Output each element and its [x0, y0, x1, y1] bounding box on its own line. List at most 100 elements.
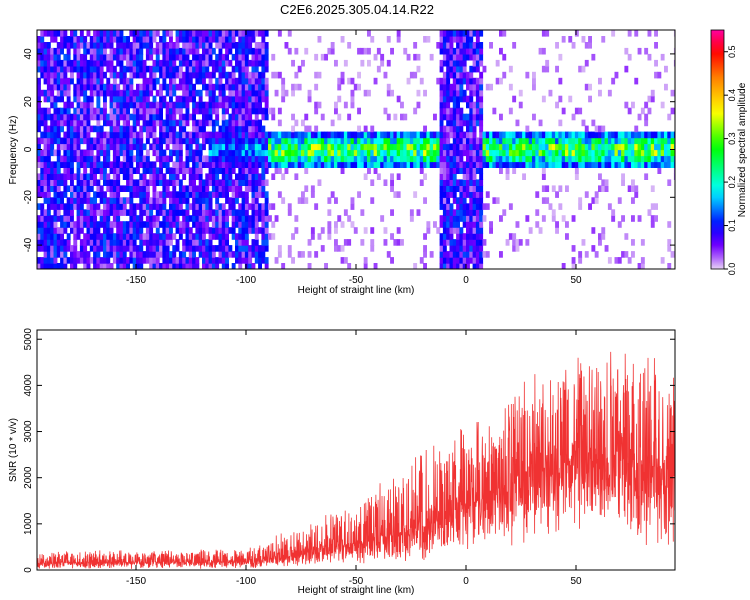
spectrogram-cell: [357, 83, 361, 91]
spectrogram-cell: [452, 179, 457, 186]
spectrogram-cell: [116, 203, 121, 210]
spectrogram-cell: [413, 161, 418, 168]
spectrogram-cell: [132, 101, 137, 109]
spectrogram-cell: [169, 239, 173, 246]
spectrogram-cell: [456, 107, 460, 115]
spectrogram-cell: [442, 125, 447, 133]
spectrogram-cell: [456, 149, 460, 157]
spectrogram-cell: [76, 125, 81, 133]
spectrogram-cell: [185, 143, 190, 151]
spectrogram-cell: [218, 221, 223, 228]
spectrogram-cell: [456, 161, 460, 168]
spectrogram-cell: [79, 203, 84, 210]
spectrogram-cell: [512, 143, 517, 151]
spectrogram-cell: [43, 47, 48, 55]
spectrogram-cell: [155, 215, 160, 222]
spectrogram-cell: [581, 161, 586, 168]
spectrogram-cell: [139, 197, 144, 204]
spectrogram-cell: [99, 233, 104, 240]
spectrogram-cell: [93, 89, 97, 97]
spectrogram-cell: [112, 65, 117, 73]
spectrogram-cell: [264, 89, 269, 97]
spectrogram-cell: [475, 113, 480, 121]
spectrogram-cell: [627, 155, 632, 163]
spectrogram-cell: [211, 221, 216, 228]
spectrogram-cell: [254, 107, 259, 115]
spectrogram-cell: [264, 107, 269, 115]
spectrogram-cell: [79, 239, 84, 246]
spectrogram-cell: [469, 42, 474, 49]
spectrogram-cell: [277, 161, 282, 168]
spectrogram-cell: [297, 65, 302, 73]
spectrogram-cell: [79, 83, 84, 91]
spectrogram-cell: [555, 191, 559, 198]
spectrogram-cell: [466, 257, 470, 264]
spectrogram-cell: [442, 209, 447, 216]
spectrogram-cell: [139, 239, 144, 246]
spectrogram-cell: [400, 143, 404, 151]
spectrogram-cell: [456, 125, 460, 133]
spectrogram-cell: [172, 167, 177, 174]
spectrogram-cell: [126, 95, 130, 103]
spectrogram-cell: [261, 203, 266, 210]
spectrogram-cell: [244, 83, 249, 91]
spectrogram-cell: [89, 221, 94, 228]
spectrogram-cell: [469, 173, 474, 180]
spectrogram-cell: [386, 137, 391, 145]
spectrogram-cell: [456, 95, 460, 103]
spectrogram-cell: [205, 245, 210, 252]
spectrogram-cell: [122, 36, 127, 43]
spectrogram-cell: [185, 161, 190, 168]
spectrogram-cell: [248, 125, 253, 133]
spectrogram-cell: [60, 239, 64, 246]
spectrogram-cell: [202, 203, 206, 210]
spectrogram-cell: [192, 173, 196, 180]
spectrogram-cell: [254, 185, 259, 192]
spectrogram-cell: [568, 155, 573, 163]
spectrogram-cell: [172, 89, 177, 97]
spectrogram-cell: [96, 185, 101, 192]
spectrogram-cell: [99, 59, 104, 67]
spectrogram-cell: [149, 143, 154, 151]
spectrogram-cell: [446, 167, 451, 174]
spectrogram-cell: [211, 233, 216, 240]
spectrogram-cell: [86, 185, 91, 192]
spectrogram-cell: [442, 203, 447, 210]
spectrogram-cell: [79, 221, 84, 228]
spectrogram-cell: [228, 137, 233, 145]
spectrogram-cell: [73, 191, 78, 198]
spectrogram-cell: [225, 143, 229, 151]
spectrogram-cell: [50, 125, 55, 133]
spectrogram-cell: [429, 161, 434, 168]
spectrogram-cell: [116, 30, 121, 37]
spectrogram-cell: [53, 173, 58, 180]
spectrogram-cell: [515, 149, 520, 157]
spectrogram-cell: [60, 263, 64, 269]
spectrogram-cell: [485, 203, 490, 210]
spectrogram-cell: [340, 221, 345, 228]
spectrogram-cell: [225, 95, 229, 103]
spectrogram-cell: [37, 191, 41, 198]
spectrogram-cell: [169, 179, 173, 186]
spectrogram-cell: [149, 209, 154, 216]
spectrogram-cell: [122, 167, 127, 174]
spectrogram-cell: [162, 59, 167, 67]
spectrogram-cell: [291, 155, 295, 163]
spectrogram-cell: [466, 131, 470, 139]
spectrogram-cell: [640, 143, 645, 151]
spectrogram-cell: [37, 36, 41, 43]
spectrogram-cell: [122, 143, 127, 151]
spectrogram-cell: [37, 221, 41, 228]
spectrogram-cell: [472, 119, 477, 127]
spectrogram-cell: [297, 197, 302, 204]
spectrogram-cell: [60, 36, 64, 43]
spectrogram-cell: [469, 233, 474, 240]
spectrogram-cell: [472, 257, 477, 264]
spectrogram-cell: [112, 101, 117, 109]
spectrogram-cell: [442, 137, 447, 145]
spectrogram-cell: [145, 233, 150, 240]
spectrogram-cell: [561, 155, 566, 163]
spectrogram-cell: [99, 149, 104, 157]
spectrogram-cell: [142, 239, 147, 246]
